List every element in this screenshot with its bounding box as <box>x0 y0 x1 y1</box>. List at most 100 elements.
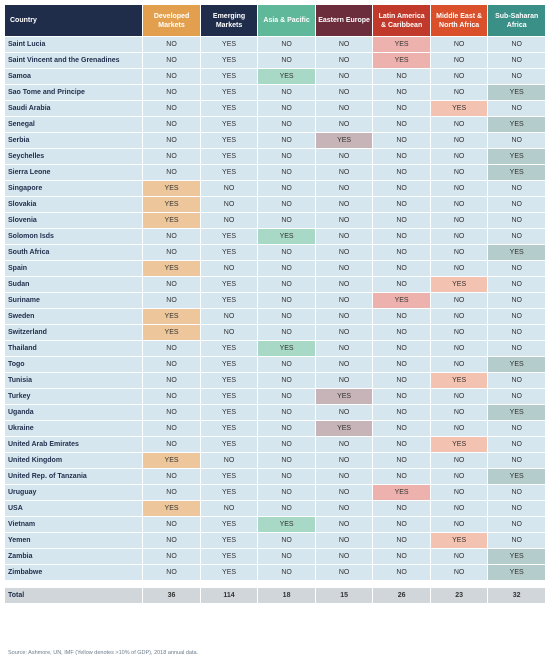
value-cell: NO <box>373 517 430 532</box>
value-cell: NO <box>315 373 373 388</box>
value-cell: NO <box>488 389 545 404</box>
value-cell: YES <box>315 389 373 404</box>
total-value-cell: 18 <box>258 588 315 603</box>
value-cell: NO <box>430 245 488 260</box>
value-cell: NO <box>373 245 430 260</box>
value-cell: NO <box>315 85 373 100</box>
value-cell: NO <box>373 69 430 84</box>
value-cell: NO <box>488 101 545 116</box>
value-cell: NO <box>373 565 430 580</box>
value-cell: YES <box>315 133 373 148</box>
value-cell: YES <box>200 277 258 292</box>
value-cell: YES <box>200 293 258 308</box>
value-cell: YES <box>200 37 258 52</box>
value-cell: NO <box>315 69 373 84</box>
value-cell: NO <box>488 293 545 308</box>
value-cell: NO <box>258 501 315 516</box>
value-cell: YES <box>430 101 488 116</box>
value-cell: YES <box>200 229 258 244</box>
table-row: Tunisia NO YES NO NO NO YES NO <box>5 373 545 388</box>
value-cell: NO <box>258 485 315 500</box>
value-cell: NO <box>315 357 373 372</box>
value-cell: NO <box>430 165 488 180</box>
table-row: Yemen NO YES NO NO NO YES NO <box>5 533 545 548</box>
value-cell: NO <box>488 501 545 516</box>
value-cell: NO <box>258 53 315 68</box>
value-cell: NO <box>430 405 488 420</box>
table-row: Zimbabwe NO YES NO NO NO NO YES <box>5 565 545 580</box>
country-name-cell: Singapore <box>5 181 143 196</box>
value-cell: YES <box>488 85 545 100</box>
table-row: Singapore YES NO NO NO NO NO NO <box>5 181 545 196</box>
country-name-cell: Samoa <box>5 69 143 84</box>
header-row: Country Developed Markets Emerging Markets… <box>5 5 545 36</box>
value-cell: NO <box>200 325 258 340</box>
table-row: South Africa NO YES NO NO NO NO YES <box>5 245 545 260</box>
value-cell: NO <box>315 181 373 196</box>
value-cell: NO <box>315 213 373 228</box>
value-cell: YES <box>258 229 315 244</box>
value-cell: YES <box>200 565 258 580</box>
table-row: Slovenia YES NO NO NO NO NO NO <box>5 213 545 228</box>
table-row: United Kingdom YES NO NO NO NO NO NO <box>5 453 545 468</box>
total-value-cell: 26 <box>373 588 430 603</box>
value-cell: NO <box>200 309 258 324</box>
value-cell: NO <box>258 389 315 404</box>
value-cell: NO <box>258 549 315 564</box>
value-cell: NO <box>143 549 200 564</box>
value-cell: NO <box>373 421 430 436</box>
country-name-cell: Uruguay <box>5 485 143 500</box>
value-cell: NO <box>430 469 488 484</box>
country-name-cell: Sweden <box>5 309 143 324</box>
value-cell: NO <box>258 421 315 436</box>
table-row: Switzerland YES NO NO NO NO NO NO <box>5 325 545 340</box>
value-cell: NO <box>200 261 258 276</box>
value-cell: NO <box>373 149 430 164</box>
value-cell: NO <box>315 405 373 420</box>
table-row: Spain YES NO NO NO NO NO NO <box>5 261 545 276</box>
value-cell: NO <box>258 85 315 100</box>
value-cell: NO <box>258 165 315 180</box>
value-cell: NO <box>143 245 200 260</box>
separator-row <box>5 581 545 587</box>
table-row: United Rep. of Tanzania NO YES NO NO NO NO YES <box>5 469 545 484</box>
column-header: Asia & Pacific <box>258 5 315 36</box>
value-cell: NO <box>258 405 315 420</box>
table-row: Saudi Arabia NO YES NO NO NO YES NO <box>5 101 545 116</box>
country-name-cell: Tunisia <box>5 373 143 388</box>
total-value-cell: 114 <box>200 588 258 603</box>
value-cell: NO <box>258 149 315 164</box>
value-cell: NO <box>315 309 373 324</box>
value-cell: YES <box>143 261 200 276</box>
value-cell: NO <box>430 213 488 228</box>
value-cell: NO <box>373 405 430 420</box>
value-cell: NO <box>315 565 373 580</box>
value-cell: NO <box>258 357 315 372</box>
separator-cell <box>430 581 488 587</box>
value-cell: NO <box>143 389 200 404</box>
value-cell: YES <box>200 469 258 484</box>
table-row: Serbia NO YES NO YES NO NO NO <box>5 133 545 148</box>
value-cell: NO <box>315 101 373 116</box>
value-cell: NO <box>373 85 430 100</box>
value-cell: NO <box>488 261 545 276</box>
value-cell: YES <box>315 421 373 436</box>
table-row: Samoa NO YES YES NO NO NO NO <box>5 69 545 84</box>
value-cell: NO <box>315 293 373 308</box>
table-row: USA YES NO NO NO NO NO NO <box>5 501 545 516</box>
country-name-cell: Togo <box>5 357 143 372</box>
value-cell: NO <box>143 421 200 436</box>
table-row: Sudan NO YES NO NO NO YES NO <box>5 277 545 292</box>
table-row: Turkey NO YES NO YES NO NO NO <box>5 389 545 404</box>
value-cell: NO <box>430 421 488 436</box>
value-cell: NO <box>430 309 488 324</box>
column-header: Eastern Europe <box>315 5 373 36</box>
value-cell: NO <box>315 261 373 276</box>
table-row: Togo NO YES NO NO NO NO YES <box>5 357 545 372</box>
country-name-cell: Serbia <box>5 133 143 148</box>
table-row: Uganda NO YES NO NO NO NO YES <box>5 405 545 420</box>
value-cell: NO <box>143 133 200 148</box>
value-cell: NO <box>315 165 373 180</box>
value-cell: NO <box>373 229 430 244</box>
value-cell: NO <box>430 389 488 404</box>
